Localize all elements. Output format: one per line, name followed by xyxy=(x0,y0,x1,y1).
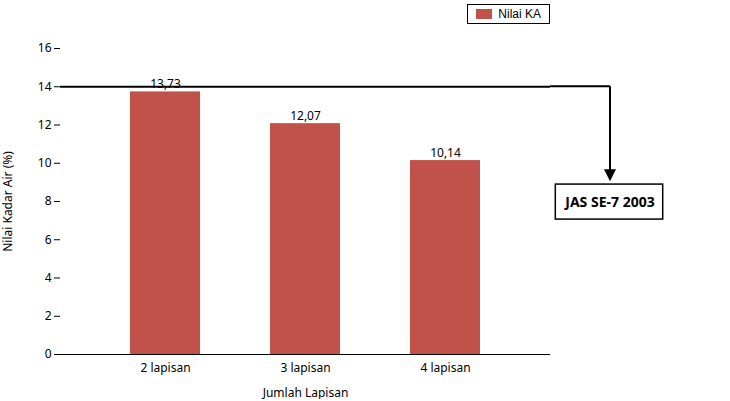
svg-text:12,07: 12,07 xyxy=(290,107,321,124)
svg-text:13,73: 13,73 xyxy=(150,75,181,92)
html-text:Nilai KA: Nilai KA xyxy=(498,7,541,21)
svg-text:Nilai Kadar Air (%): Nilai Kadar Air (%) xyxy=(0,151,16,252)
svg-text:3 lapisan: 3 lapisan xyxy=(280,359,330,376)
svg-text:12: 12 xyxy=(38,116,52,133)
svg-text:10: 10 xyxy=(38,154,52,171)
svg-text:2 lapisan: 2 lapisan xyxy=(140,359,190,376)
svg-text:Jumlah Lapisan: Jumlah Lapisan xyxy=(262,384,349,400)
svg-text:14: 14 xyxy=(38,78,52,95)
svg-text:4 lapisan: 4 lapisan xyxy=(420,359,470,376)
svg-text:16: 16 xyxy=(38,39,52,56)
svg-text:4: 4 xyxy=(45,269,52,286)
svg-text:8: 8 xyxy=(45,192,52,209)
svg-text:10,14: 10,14 xyxy=(430,144,461,161)
svg-text:6: 6 xyxy=(45,231,52,248)
svg-text:2: 2 xyxy=(45,307,52,324)
svg-text:0: 0 xyxy=(45,345,52,362)
svg-text:JAS SE-7 2003: JAS SE-7 2003 xyxy=(563,192,654,211)
